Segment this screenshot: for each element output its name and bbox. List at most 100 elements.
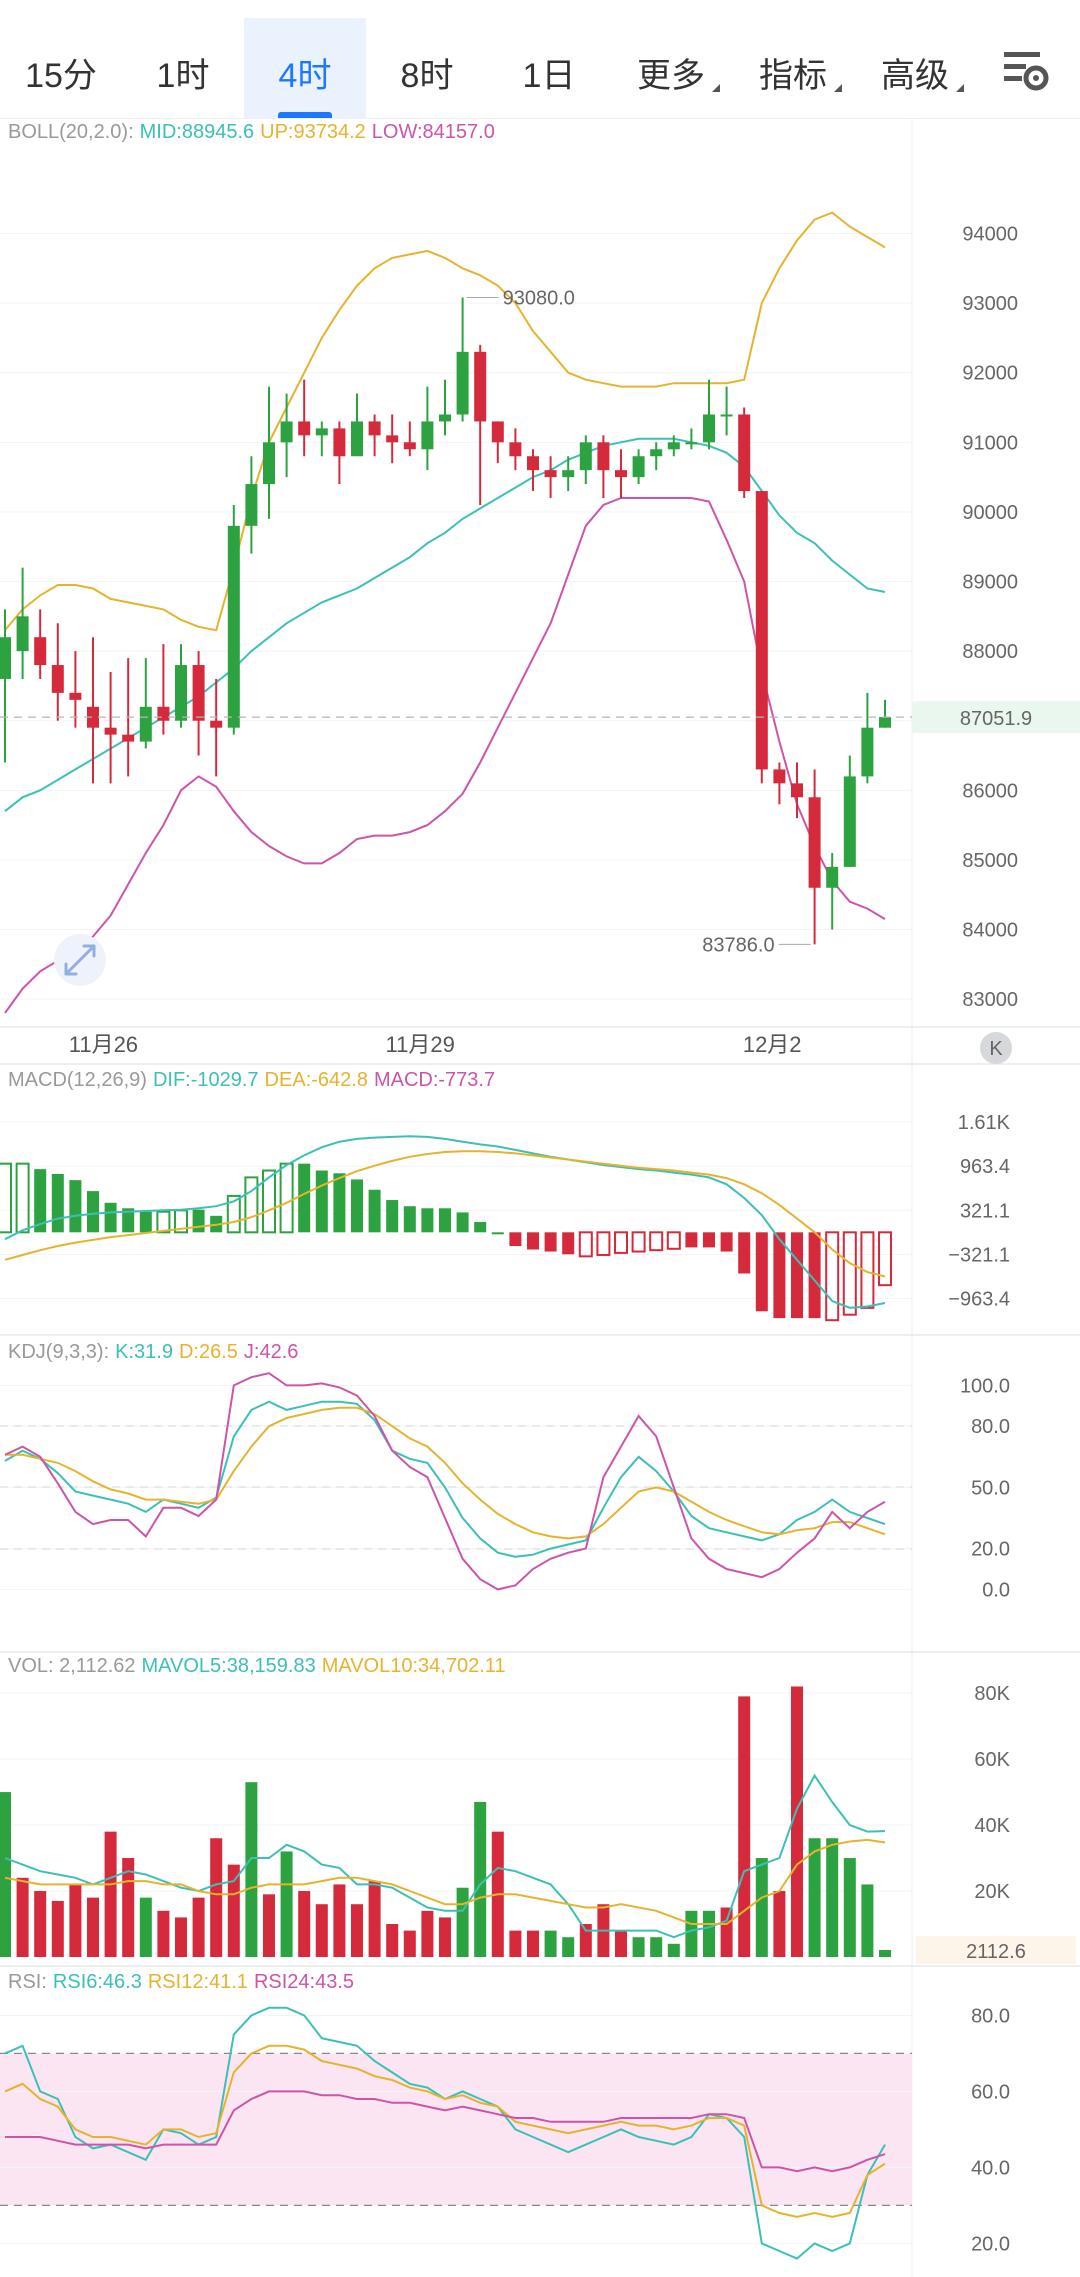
macd-bar bbox=[703, 1232, 715, 1248]
candle-body bbox=[791, 783, 803, 798]
kdj-tick-label: 80.0 bbox=[971, 1416, 1010, 1438]
tab-3[interactable]: 4时 bbox=[244, 18, 366, 118]
candle-body bbox=[34, 637, 47, 666]
vol-bar bbox=[69, 1884, 82, 1957]
tab-label: 1时 bbox=[156, 57, 210, 95]
candle-body bbox=[351, 421, 363, 457]
candle-body bbox=[245, 484, 258, 526]
vol-bar bbox=[333, 1884, 346, 1957]
price-tick-label: 85000 bbox=[962, 850, 1018, 872]
macd-bar bbox=[122, 1208, 135, 1233]
tab-7[interactable]: 指标 bbox=[732, 18, 854, 118]
vol-legend: VOL: 2,112.62 MAVOL5:38,159.83 MAVOL10:34,… bbox=[8, 1655, 512, 1678]
vol-bar bbox=[632, 1937, 645, 1957]
vol-bar bbox=[650, 1937, 663, 1957]
vol-bar bbox=[192, 1897, 205, 1957]
candle-body bbox=[439, 414, 451, 422]
rsi-rsi24-line bbox=[5, 2090, 886, 2173]
kdj-d: D:26.5 bbox=[178, 1341, 238, 1363]
vol-tick-label: 40K bbox=[974, 1815, 1010, 1837]
expand-icon-arrows bbox=[64, 944, 96, 976]
candle-body bbox=[738, 414, 751, 492]
vol-bar bbox=[879, 1950, 891, 1957]
tab-6[interactable]: 更多 bbox=[610, 18, 732, 118]
macd-bar bbox=[825, 1231, 840, 1322]
chart-settings-button[interactable] bbox=[996, 40, 1056, 100]
candle-body bbox=[368, 421, 381, 436]
macd-tick-label: 1.61K bbox=[958, 1112, 1011, 1134]
macd-bar bbox=[279, 1162, 294, 1234]
tab-label: 高级 bbox=[881, 57, 949, 95]
date-label: 12月2 bbox=[743, 1032, 802, 1057]
vol-bar bbox=[139, 1897, 152, 1957]
macd-bar bbox=[755, 1232, 768, 1312]
candle-body bbox=[879, 717, 891, 728]
date-label: 11月29 bbox=[386, 1032, 455, 1057]
vol-bar bbox=[615, 1930, 627, 1957]
macd-bar bbox=[421, 1208, 434, 1233]
vol-tick-label: 60K bbox=[974, 1749, 1010, 1771]
candle-body bbox=[650, 449, 663, 457]
kdj-legend: KDJ(9,3,3): K:31.9 D:26.5 J:42.6 bbox=[8, 1341, 304, 1364]
candle-body bbox=[527, 456, 539, 471]
vol-bar bbox=[175, 1917, 187, 1957]
kdj-d-line bbox=[5, 1406, 886, 1540]
tab-5[interactable]: 1日 bbox=[488, 18, 610, 118]
macd-bar bbox=[527, 1232, 539, 1250]
price-tick-label: 84000 bbox=[962, 920, 1018, 942]
vol-bar bbox=[826, 1838, 839, 1957]
candle-body bbox=[87, 706, 99, 728]
rsi-tick-label: 60.0 bbox=[971, 2081, 1010, 2103]
boll-name: BOLL(20,2.0): bbox=[8, 121, 134, 143]
vol-bar bbox=[280, 1851, 293, 1957]
dropdown-caret-icon bbox=[956, 84, 964, 92]
macd-bar bbox=[104, 1202, 117, 1233]
macd-dif-line bbox=[4, 1135, 886, 1309]
tab-1[interactable]: 15分 bbox=[0, 18, 122, 118]
vol-mavol5-line bbox=[4, 1773, 886, 1939]
candle-body bbox=[685, 442, 698, 445]
kline-badge-icon bbox=[980, 1032, 1012, 1064]
candle-body bbox=[544, 470, 557, 478]
tab-4[interactable]: 8时 bbox=[366, 18, 488, 118]
vol-bar bbox=[755, 1858, 768, 1957]
price-tick-label: 86000 bbox=[962, 780, 1018, 802]
macd-tick-label: 963.4 bbox=[960, 1156, 1010, 1178]
vol-bar bbox=[791, 1686, 803, 1957]
rsi-band bbox=[0, 2053, 912, 2206]
price-tick-label: 91000 bbox=[962, 432, 1018, 454]
candle-body bbox=[597, 442, 610, 471]
kdj-tick-label: 100.0 bbox=[960, 1375, 1010, 1397]
macd-bar bbox=[614, 1231, 628, 1254]
macd-bar bbox=[474, 1222, 487, 1233]
tab-2[interactable]: 1时 bbox=[122, 18, 244, 118]
vol-bar bbox=[474, 1801, 487, 1957]
macd-bar bbox=[139, 1211, 152, 1233]
candle-body bbox=[456, 351, 469, 415]
vol-bar bbox=[562, 1937, 575, 1957]
tab-8[interactable]: 高级 bbox=[854, 18, 976, 118]
candle-body bbox=[632, 456, 645, 478]
macd-bar bbox=[773, 1232, 786, 1319]
vol-mavol10-line bbox=[4, 1838, 886, 1925]
macd-bar bbox=[87, 1191, 99, 1233]
rsi-24: RSI24:43.5 bbox=[253, 1971, 355, 1993]
candle-body bbox=[403, 442, 416, 450]
tab-label: 更多 bbox=[637, 57, 705, 95]
macd-bar bbox=[791, 1232, 803, 1319]
candle-body bbox=[315, 428, 328, 436]
macd-value: MACD:-773.7 bbox=[373, 1069, 496, 1091]
vol-bar bbox=[456, 1887, 469, 1957]
price-tick-label: 88000 bbox=[962, 641, 1018, 663]
candle-body bbox=[280, 421, 293, 443]
macd-bar bbox=[51, 1173, 64, 1233]
candle-body bbox=[157, 706, 170, 721]
boll-up-line bbox=[4, 211, 886, 632]
vol-bar bbox=[843, 1858, 856, 1957]
macd-bar bbox=[192, 1209, 205, 1233]
candle-body bbox=[263, 442, 275, 485]
macd-bar bbox=[226, 1194, 241, 1234]
rsi-rsi12-line bbox=[4, 2044, 886, 2218]
rsi-legend: RSI: RSI6:46.3 RSI12:41.1 RSI24:43.5 bbox=[8, 1971, 360, 1994]
